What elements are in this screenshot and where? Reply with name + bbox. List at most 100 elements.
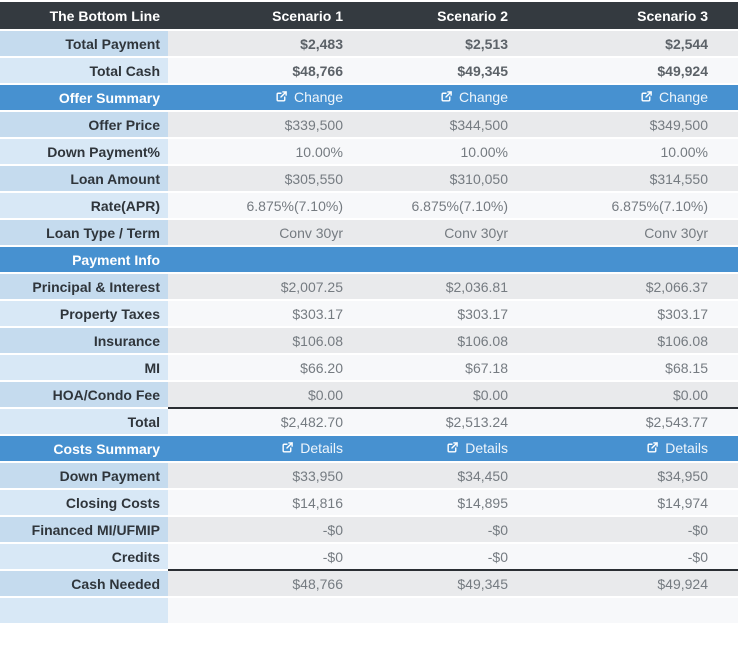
column-header-scenario-1: Scenario 1 xyxy=(168,0,351,29)
change-link[interactable]: Change xyxy=(275,89,343,105)
row-label: Credits xyxy=(0,542,168,569)
row-label: Cash Needed xyxy=(0,569,168,596)
section-title: Costs Summary xyxy=(0,434,168,461)
row-label: Rate(APR) xyxy=(0,191,168,218)
table-row: Property Taxes $303.17 $303.17 $303.17 xyxy=(0,299,738,326)
change-link[interactable]: Change xyxy=(440,89,508,105)
section-title: Offer Summary xyxy=(0,83,168,110)
section-cell xyxy=(351,245,516,272)
table-row: Loan Type / Term Conv 30yr Conv 30yr Conv 3… xyxy=(0,218,738,245)
table-row: MI $66.20 $67.18 $68.15 xyxy=(0,353,738,380)
row-label: Down Payment% xyxy=(0,137,168,164)
change-link-label: Change xyxy=(658,88,708,105)
table-row: Total Cash $48,766 $49,345 $49,924 xyxy=(0,56,738,83)
table-row xyxy=(0,596,738,623)
value-cell: $305,550 xyxy=(168,164,351,191)
value-cell: Conv 30yr xyxy=(516,218,738,245)
value-cell: $2,513.24 xyxy=(351,407,516,434)
value-cell: $49,345 xyxy=(351,56,516,83)
details-link[interactable]: Details xyxy=(446,440,508,456)
row-label: Property Taxes xyxy=(0,299,168,326)
value-cell: -$0 xyxy=(516,542,738,569)
value-cell: $14,895 xyxy=(351,488,516,515)
row-label: Closing Costs xyxy=(0,488,168,515)
value-cell: $106.08 xyxy=(516,326,738,353)
external-link-icon xyxy=(641,91,652,102)
change-link[interactable]: Change xyxy=(640,89,708,105)
value-cell: $48,766 xyxy=(168,569,351,596)
value-cell: Conv 30yr xyxy=(168,218,351,245)
value-cell: $49,924 xyxy=(516,569,738,596)
column-header-scenario-2: Scenario 2 xyxy=(351,0,516,29)
external-link-icon xyxy=(276,91,287,102)
details-link[interactable]: Details xyxy=(281,440,343,456)
value-cell: $303.17 xyxy=(516,299,738,326)
table-row: Down Payment% 10.00% 10.00% 10.00% xyxy=(0,137,738,164)
section-row: Offer Summary Change Change Change xyxy=(0,83,738,110)
column-header-scenario-3: Scenario 3 xyxy=(516,0,738,29)
details-link-label: Details xyxy=(465,439,508,456)
section-row: Payment Info xyxy=(0,245,738,272)
value-cell: $2,036.81 xyxy=(351,272,516,299)
table-row: Rate(APR) 6.875%(7.10%) 6.875%(7.10%) 6.875… xyxy=(0,191,738,218)
value-cell: $339,500 xyxy=(168,110,351,137)
table-row: HOA/Condo Fee $0.00 $0.00 $0.00 xyxy=(0,380,738,407)
value-cell: -$0 xyxy=(168,542,351,569)
table-row: Total $2,482.70 $2,513.24 $2,543.77 xyxy=(0,407,738,434)
value-cell: $67.18 xyxy=(351,353,516,380)
change-link-label: Change xyxy=(293,88,343,105)
value-cell: $349,500 xyxy=(516,110,738,137)
value-cell: $303.17 xyxy=(168,299,351,326)
value-cell: 6.875%(7.10%) xyxy=(516,191,738,218)
section-cell xyxy=(168,245,351,272)
value-cell xyxy=(516,596,738,623)
value-cell: $34,450 xyxy=(351,461,516,488)
details-link-label: Details xyxy=(300,439,343,456)
row-label xyxy=(0,596,168,623)
value-cell: -$0 xyxy=(351,515,516,542)
section-row: Costs Summary Details Details Details xyxy=(0,434,738,461)
value-cell: $2,007.25 xyxy=(168,272,351,299)
section-cell: Change xyxy=(168,83,351,110)
value-cell: $66.20 xyxy=(168,353,351,380)
table-row: Offer Price $339,500 $344,500 $349,500 xyxy=(0,110,738,137)
value-cell: $2,513 xyxy=(351,29,516,56)
value-cell: $314,550 xyxy=(516,164,738,191)
row-label: Total Payment xyxy=(0,29,168,56)
row-label: Total Cash xyxy=(0,56,168,83)
table-header-row: The Bottom Line Scenario 1 Scenario 2 Sc… xyxy=(0,0,738,29)
value-cell: 6.875%(7.10%) xyxy=(351,191,516,218)
row-label: Insurance xyxy=(0,326,168,353)
value-cell: $106.08 xyxy=(351,326,516,353)
section-title: Payment Info xyxy=(0,245,168,272)
value-cell: $2,544 xyxy=(516,29,738,56)
section-cell: Change xyxy=(351,83,516,110)
value-cell: $48,766 xyxy=(168,56,351,83)
row-label: Down Payment xyxy=(0,461,168,488)
table-title: The Bottom Line xyxy=(0,0,168,29)
value-cell: $68.15 xyxy=(516,353,738,380)
table-row: Cash Needed $48,766 $49,345 $49,924 xyxy=(0,569,738,596)
scenario-comparison-table: The Bottom Line Scenario 1 Scenario 2 Sc… xyxy=(0,0,738,623)
section-cell xyxy=(516,245,738,272)
row-label: Loan Type / Term xyxy=(0,218,168,245)
details-link[interactable]: Details xyxy=(646,440,708,456)
value-cell: 10.00% xyxy=(351,137,516,164)
value-cell: $2,543.77 xyxy=(516,407,738,434)
value-cell: $0.00 xyxy=(351,380,516,407)
value-cell: Conv 30yr xyxy=(351,218,516,245)
table-row: Closing Costs $14,816 $14,895 $14,974 xyxy=(0,488,738,515)
row-label: HOA/Condo Fee xyxy=(0,380,168,407)
section-cell: Details xyxy=(516,434,738,461)
value-cell: $2,483 xyxy=(168,29,351,56)
value-cell: $303.17 xyxy=(351,299,516,326)
value-cell: $33,950 xyxy=(168,461,351,488)
table-row: Total Payment $2,483 $2,513 $2,544 xyxy=(0,29,738,56)
row-label: MI xyxy=(0,353,168,380)
value-cell: $14,974 xyxy=(516,488,738,515)
value-cell: -$0 xyxy=(516,515,738,542)
value-cell: $344,500 xyxy=(351,110,516,137)
external-link-icon xyxy=(282,442,294,453)
external-link-icon xyxy=(647,442,659,453)
value-cell: 6.875%(7.10%) xyxy=(168,191,351,218)
